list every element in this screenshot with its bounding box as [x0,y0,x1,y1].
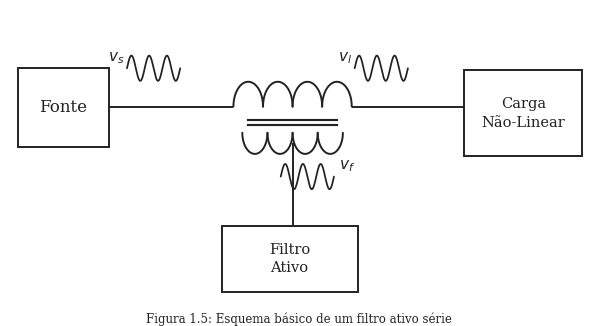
Text: $v_f$: $v_f$ [338,159,355,174]
Bar [221,226,358,292]
Text: Figura 1.5: Esquema básico de um filtro ativo série: Figura 1.5: Esquema básico de um filtro … [146,312,451,325]
Bar [464,70,583,156]
Text: Fonte: Fonte [39,99,87,116]
Text: $v_l$: $v_l$ [338,50,352,66]
Text: $v_s$: $v_s$ [107,50,124,66]
Text: Filtro
Ativo: Filtro Ativo [269,243,310,275]
Bar [17,68,109,147]
Text: Carga
Não-Linear: Carga Não-Linear [481,97,565,129]
